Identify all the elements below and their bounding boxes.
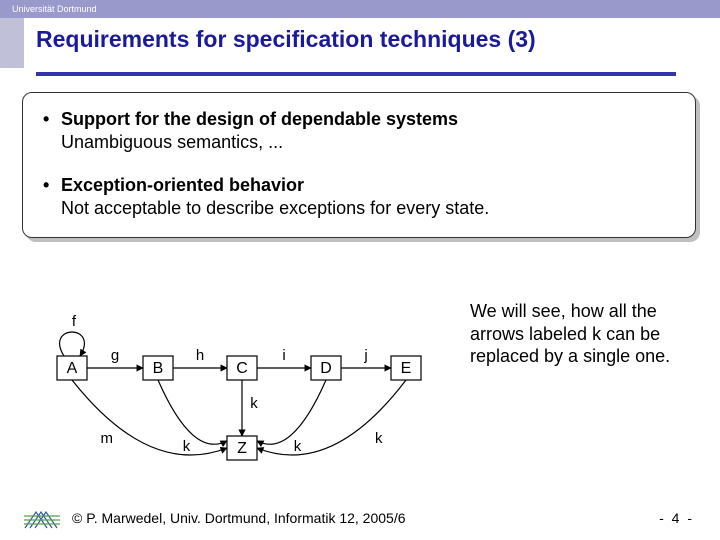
bullet-head-text: Support for the design of dependable sys… [61, 109, 458, 130]
svg-text:k: k [250, 395, 258, 412]
svg-text:k: k [375, 430, 383, 447]
svg-text:D: D [320, 360, 332, 377]
bullet-dot: • [43, 109, 61, 130]
svg-text:B: B [153, 360, 164, 377]
bullet-body-text: Not acceptable to describe exceptions fo… [61, 198, 675, 219]
bullet-item: • Support for the design of dependable s… [43, 109, 675, 153]
bullet-dot: • [43, 175, 61, 196]
slide-title: Requirements for specification technique… [36, 26, 700, 53]
footer-copyright: © P. Marwedel, Univ. Dortmund, Informati… [72, 510, 659, 526]
diagram-svg: f g h i j m k k k k A B C D E Z [30, 290, 440, 480]
footer-logo-icon [22, 506, 62, 530]
svg-text:g: g [111, 347, 119, 364]
header-org: Universität Dortmund [12, 4, 97, 14]
svg-text:k: k [294, 438, 302, 455]
header-bar: Universität Dortmund [0, 0, 720, 18]
svg-text:m: m [101, 430, 114, 447]
svg-text:j: j [363, 347, 367, 364]
svg-text:h: h [196, 347, 204, 364]
content-box: • Support for the design of dependable s… [22, 92, 696, 238]
state-diagram: f g h i j m k k k k A B C D E Z [30, 290, 440, 480]
svg-text:E: E [401, 360, 412, 377]
bullet-head-text: Exception-oriented behavior [61, 175, 304, 196]
svg-text:Z: Z [237, 440, 247, 457]
header-indent [0, 18, 24, 68]
footer-page-number: - 4 - [659, 510, 694, 526]
bullet-body-text: Unambiguous semantics, ... [61, 132, 675, 153]
footer: © P. Marwedel, Univ. Dortmund, Informati… [0, 506, 720, 530]
svg-text:A: A [67, 360, 78, 377]
svg-text:i: i [282, 347, 285, 364]
svg-text:k: k [183, 438, 191, 455]
svg-text:f: f [72, 313, 77, 330]
title-underline [36, 72, 676, 76]
svg-text:C: C [236, 360, 248, 377]
bullet-item: • Exception-oriented behavior Not accept… [43, 175, 675, 219]
diagram-note: We will see, how all the arrows labeled … [470, 300, 690, 368]
